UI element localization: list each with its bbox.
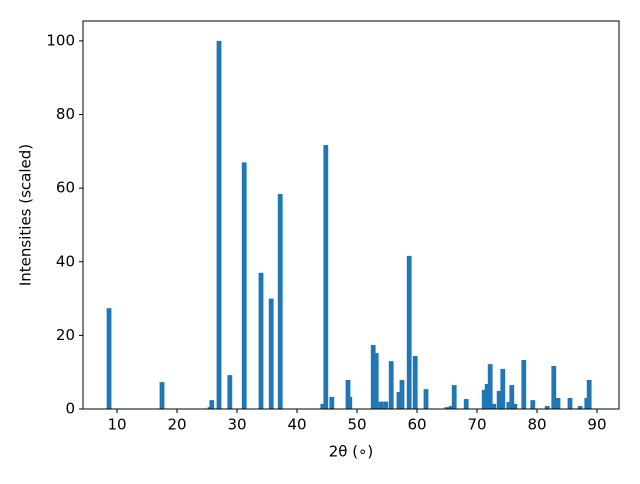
x-tick-label: 50 xyxy=(347,416,366,434)
bar xyxy=(383,401,389,409)
bar xyxy=(329,396,335,409)
y-tick-label: 80 xyxy=(56,105,75,123)
bar xyxy=(448,406,454,409)
bar xyxy=(487,364,493,409)
y-tick-label: 60 xyxy=(56,179,75,197)
bar xyxy=(544,406,550,409)
bar xyxy=(423,389,429,409)
bar xyxy=(106,308,112,409)
bar xyxy=(509,385,515,409)
bar xyxy=(396,392,402,409)
bar xyxy=(323,145,329,409)
bar xyxy=(463,399,469,409)
bar xyxy=(216,40,222,409)
x-tick-label: 60 xyxy=(407,416,426,434)
x-tick-label: 70 xyxy=(467,416,486,434)
bar xyxy=(496,390,502,409)
bar xyxy=(500,368,506,409)
bar xyxy=(484,383,490,409)
bar xyxy=(268,298,274,409)
y-tick-label: 0 xyxy=(65,400,75,418)
x-tick-label: 20 xyxy=(167,416,186,434)
bar xyxy=(584,397,590,409)
bar xyxy=(530,400,536,409)
bar xyxy=(277,194,283,409)
bar xyxy=(551,365,557,409)
x-tick-label: 10 xyxy=(107,416,126,434)
bar xyxy=(258,272,264,409)
bar xyxy=(491,403,497,409)
x-axis-label: 2θ (∘) xyxy=(329,443,374,461)
bar xyxy=(451,385,457,409)
bar xyxy=(444,407,450,409)
bar xyxy=(345,379,351,409)
bar xyxy=(378,401,384,409)
y-tick-label: 100 xyxy=(46,31,75,49)
bar xyxy=(370,344,376,409)
bar xyxy=(577,406,583,409)
y-axis-label: Intensities (scaled) xyxy=(17,144,35,286)
bar xyxy=(373,353,379,409)
bar xyxy=(521,360,527,409)
bar xyxy=(347,396,353,409)
plot-area xyxy=(106,40,592,409)
bar xyxy=(159,382,165,409)
bar xyxy=(241,162,247,409)
bar xyxy=(586,379,592,409)
axes-frame xyxy=(82,20,620,410)
x-tick-label: 30 xyxy=(227,416,246,434)
bar xyxy=(399,379,405,409)
bar xyxy=(506,402,512,409)
bar xyxy=(227,375,233,409)
y-tick-label: 40 xyxy=(56,252,75,270)
x-tick-label: 80 xyxy=(527,416,546,434)
bar xyxy=(412,355,418,409)
bar xyxy=(388,361,394,409)
x-tick-label: 90 xyxy=(587,416,606,434)
bar xyxy=(209,400,215,409)
bar xyxy=(567,397,573,409)
bar xyxy=(512,403,518,409)
x-tick-label: 40 xyxy=(287,416,306,434)
bar xyxy=(555,397,561,409)
bar xyxy=(406,255,412,409)
bar xyxy=(481,389,487,409)
bar xyxy=(320,403,326,409)
y-tick-label: 20 xyxy=(56,326,75,344)
